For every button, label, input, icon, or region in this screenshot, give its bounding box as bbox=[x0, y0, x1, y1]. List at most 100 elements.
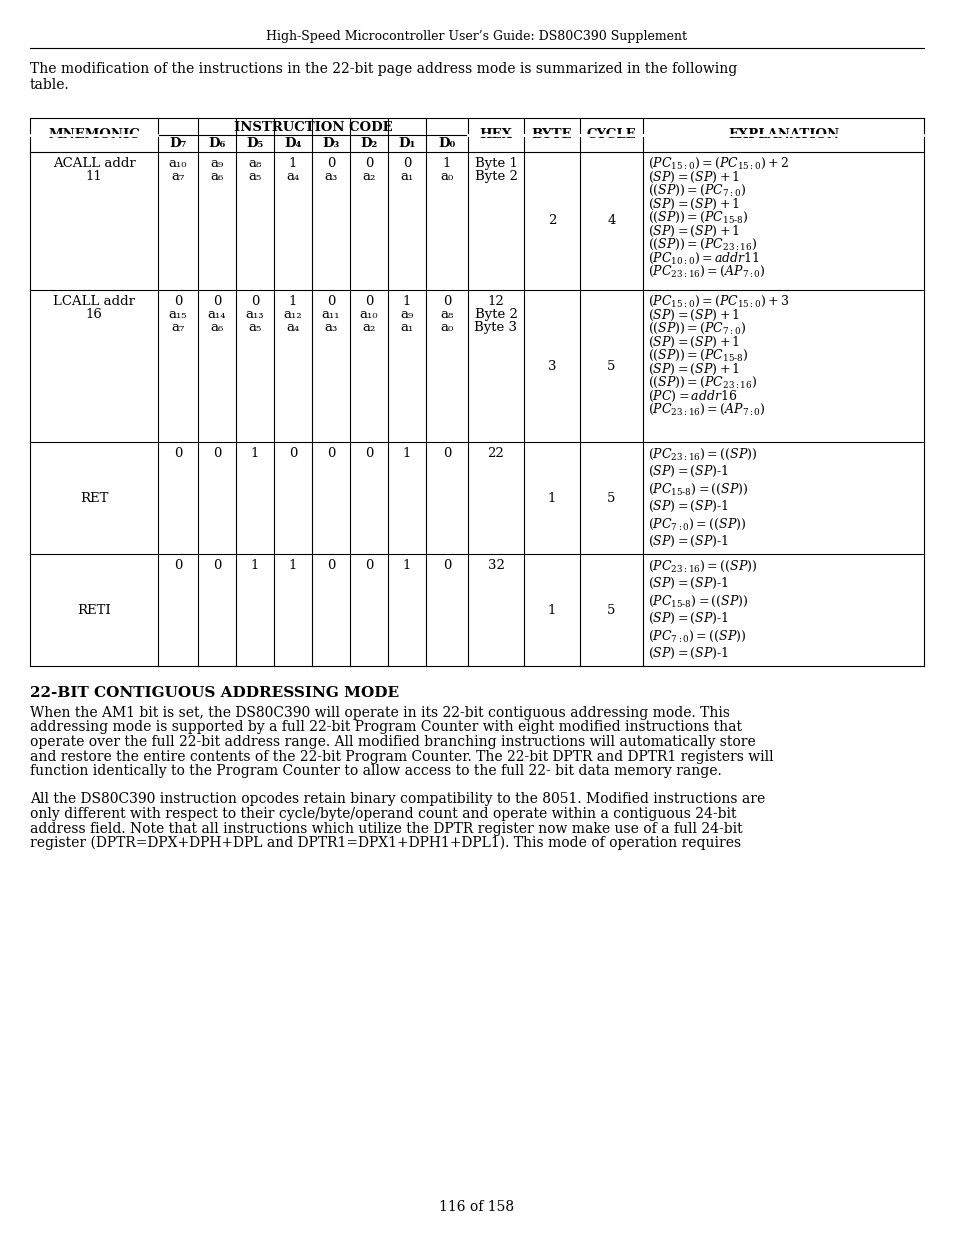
Text: 5: 5 bbox=[607, 359, 615, 373]
Text: All the DS80C390 instruction opcodes retain binary compatibility to the 8051. Mo: All the DS80C390 instruction opcodes ret… bbox=[30, 793, 764, 806]
Text: $(PC_{23:16})=((SP))$: $(PC_{23:16})=((SP))$ bbox=[647, 447, 757, 462]
Text: 0: 0 bbox=[327, 559, 335, 572]
Text: a₃: a₃ bbox=[324, 321, 337, 333]
Text: a₇: a₇ bbox=[172, 170, 185, 183]
Text: $(SP)=(SP)\text{-}1$: $(SP)=(SP)\text{-}1$ bbox=[647, 464, 728, 479]
Text: a₁: a₁ bbox=[400, 321, 414, 333]
Text: 0: 0 bbox=[442, 295, 451, 308]
Text: a₁₅: a₁₅ bbox=[169, 308, 187, 321]
Text: $(SP)=(SP)\text{-}1$: $(SP)=(SP)\text{-}1$ bbox=[647, 611, 728, 626]
Text: a₀: a₀ bbox=[440, 170, 454, 183]
Text: a₄: a₄ bbox=[286, 170, 299, 183]
Text: $((SP)) = (PC_{15\text{-}8})$: $((SP)) = (PC_{15\text{-}8})$ bbox=[647, 210, 748, 225]
Text: $(SP)=(SP)\text{-}1$: $(SP)=(SP)\text{-}1$ bbox=[647, 499, 728, 514]
Text: HEX: HEX bbox=[479, 128, 512, 142]
Text: 0: 0 bbox=[251, 295, 259, 308]
Text: Byte 2: Byte 2 bbox=[474, 170, 517, 183]
Text: EXPLANATION: EXPLANATION bbox=[727, 128, 839, 142]
Text: Byte 3: Byte 3 bbox=[474, 321, 517, 333]
Text: a₁₀: a₁₀ bbox=[169, 157, 187, 170]
Text: $(SP)=(SP)\text{-}1$: $(SP)=(SP)\text{-}1$ bbox=[647, 646, 728, 661]
Text: D₀: D₀ bbox=[438, 137, 456, 149]
Text: BYTE: BYTE bbox=[531, 128, 572, 142]
Text: D₂: D₂ bbox=[360, 137, 377, 149]
Text: 0: 0 bbox=[173, 559, 182, 572]
Text: a₆: a₆ bbox=[211, 170, 223, 183]
Text: a₅: a₅ bbox=[248, 170, 261, 183]
Text: $(PC_{15:0})=(PC_{15:0})+2$: $(PC_{15:0})=(PC_{15:0})+2$ bbox=[647, 156, 788, 172]
Text: 1: 1 bbox=[402, 559, 411, 572]
Text: 5: 5 bbox=[607, 492, 615, 505]
Text: 0: 0 bbox=[173, 295, 182, 308]
Text: Byte 2: Byte 2 bbox=[474, 308, 517, 321]
Text: 1: 1 bbox=[547, 604, 556, 616]
Text: $((SP)) = (PC_{7:0})$: $((SP)) = (PC_{7:0})$ bbox=[647, 321, 745, 336]
Text: The modification of the instructions in the 22-bit page address mode is summariz: The modification of the instructions in … bbox=[30, 62, 737, 77]
Text: $(PC_{23:16})=(AP_{7:0})$: $(PC_{23:16})=(AP_{7:0})$ bbox=[647, 264, 765, 279]
Text: only different with respect to their cycle/byte/operand count and operate within: only different with respect to their cyc… bbox=[30, 806, 736, 821]
Text: 22: 22 bbox=[487, 447, 504, 459]
Text: D₁: D₁ bbox=[398, 137, 416, 149]
Text: a₉: a₉ bbox=[210, 157, 223, 170]
Text: a₉: a₉ bbox=[400, 308, 414, 321]
Text: 1: 1 bbox=[289, 295, 297, 308]
Text: address field. Note that all instructions which utilize the DPTR register now ma: address field. Note that all instruction… bbox=[30, 821, 741, 836]
Text: 1: 1 bbox=[547, 492, 556, 505]
Text: D₅: D₅ bbox=[246, 137, 263, 149]
Text: a₃: a₃ bbox=[324, 170, 337, 183]
Text: D₄: D₄ bbox=[284, 137, 301, 149]
Text: 4: 4 bbox=[607, 215, 615, 227]
Text: 0: 0 bbox=[289, 447, 297, 459]
Text: $(SP) = (SP) + 1$: $(SP) = (SP) + 1$ bbox=[647, 335, 740, 350]
Text: $((SP)) = (PC_{7:0})$: $((SP)) = (PC_{7:0})$ bbox=[647, 183, 745, 198]
Text: addressing mode is supported by a full 22-bit Program Counter with eight modifie: addressing mode is supported by a full 2… bbox=[30, 720, 741, 735]
Text: $(SP) = (SP) + 1$: $(SP) = (SP) + 1$ bbox=[647, 169, 740, 184]
Text: 1: 1 bbox=[251, 559, 259, 572]
Text: a₁₄: a₁₄ bbox=[208, 308, 226, 321]
Text: $((SP))=(PC_{23:16})$: $((SP))=(PC_{23:16})$ bbox=[647, 375, 757, 390]
Text: $(PC_{23:16})=((SP))$: $(PC_{23:16})=((SP))$ bbox=[647, 559, 757, 574]
Text: $((SP))=(PC_{23:16})$: $((SP))=(PC_{23:16})$ bbox=[647, 237, 757, 252]
Text: $(SP) = (SP) + 1$: $(SP) = (SP) + 1$ bbox=[647, 308, 740, 322]
Text: 116 of 158: 116 of 158 bbox=[439, 1200, 514, 1214]
Text: When the AM1 bit is set, the DS80C390 will operate in its 22-bit contiguous addr: When the AM1 bit is set, the DS80C390 wi… bbox=[30, 706, 729, 720]
Text: 2: 2 bbox=[547, 215, 556, 227]
Text: 0: 0 bbox=[327, 295, 335, 308]
Text: $(PC)=addr16$: $(PC)=addr16$ bbox=[647, 389, 737, 404]
Text: $(PC_{7:0})=((SP))$: $(PC_{7:0})=((SP))$ bbox=[647, 629, 745, 643]
Text: $(SP) = (SP) + 1$: $(SP) = (SP) + 1$ bbox=[647, 224, 740, 238]
Text: a₁₀: a₁₀ bbox=[359, 308, 378, 321]
Text: 0: 0 bbox=[173, 447, 182, 459]
Text: 1: 1 bbox=[442, 157, 451, 170]
Text: RET: RET bbox=[80, 492, 108, 505]
Text: 22-BIT CONTIGUOUS ADDRESSING MODE: 22-BIT CONTIGUOUS ADDRESSING MODE bbox=[30, 685, 398, 700]
Text: operate over the full 22-bit address range. All modified branching instructions : operate over the full 22-bit address ran… bbox=[30, 735, 755, 748]
Text: a₇: a₇ bbox=[172, 321, 185, 333]
Text: 16: 16 bbox=[86, 308, 102, 321]
Text: a₈: a₈ bbox=[248, 157, 261, 170]
Text: 5: 5 bbox=[607, 604, 615, 616]
Text: $((SP)) = (PC_{15\text{-}8})$: $((SP)) = (PC_{15\text{-}8})$ bbox=[647, 348, 748, 363]
Text: 0: 0 bbox=[442, 447, 451, 459]
Text: D₇: D₇ bbox=[170, 137, 187, 149]
Text: 0: 0 bbox=[364, 295, 373, 308]
Text: 1: 1 bbox=[402, 295, 411, 308]
Text: 0: 0 bbox=[213, 559, 221, 572]
Text: 0: 0 bbox=[442, 559, 451, 572]
Text: $(PC_{15\text{-}8})=((SP))$: $(PC_{15\text{-}8})=((SP))$ bbox=[647, 482, 748, 496]
Text: a₂: a₂ bbox=[362, 321, 375, 333]
Text: 1: 1 bbox=[251, 447, 259, 459]
Text: a₁₁: a₁₁ bbox=[321, 308, 340, 321]
Text: D₆: D₆ bbox=[208, 137, 226, 149]
Text: 0: 0 bbox=[364, 447, 373, 459]
Text: $(SP) = (SP) + 1$: $(SP) = (SP) + 1$ bbox=[647, 196, 740, 211]
Text: 0: 0 bbox=[364, 559, 373, 572]
Text: a₄: a₄ bbox=[286, 321, 299, 333]
Text: 0: 0 bbox=[364, 157, 373, 170]
Text: 12: 12 bbox=[487, 295, 504, 308]
Text: Byte 1: Byte 1 bbox=[474, 157, 517, 170]
Text: 0: 0 bbox=[213, 447, 221, 459]
Text: $(PC_{10:0})=addr11$: $(PC_{10:0})=addr11$ bbox=[647, 251, 760, 266]
Text: a₁₃: a₁₃ bbox=[246, 308, 264, 321]
Text: 1: 1 bbox=[402, 447, 411, 459]
